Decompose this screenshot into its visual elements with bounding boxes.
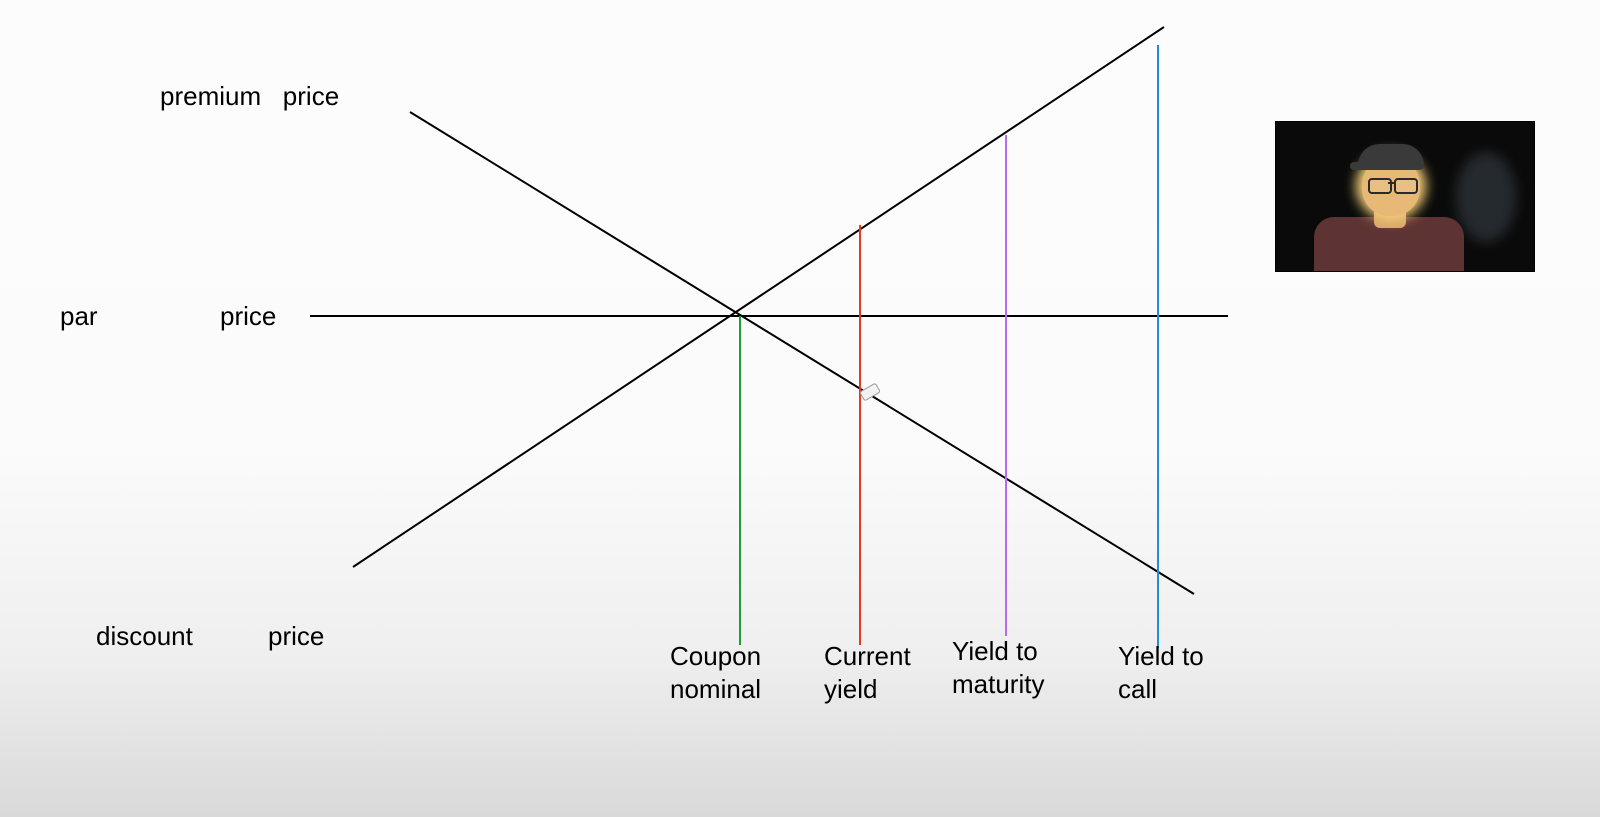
label-yield-to-maturity: Yield to maturity	[952, 635, 1044, 700]
label-discount: discount	[96, 620, 193, 653]
eraser-icon	[860, 383, 881, 401]
label-par-price: price	[220, 300, 276, 333]
webcam-thumbnail	[1275, 121, 1535, 272]
diagonal-up	[353, 27, 1164, 567]
label-discount-price: price	[268, 620, 324, 653]
label-coupon-nominal: Coupon nominal	[670, 640, 761, 705]
label-par: par	[60, 300, 98, 333]
label-current-yield: Current yield	[824, 640, 911, 705]
label-yield-to-call: Yield to call	[1118, 640, 1204, 705]
diagonal-down	[410, 112, 1194, 594]
label-premium-price: premium price	[160, 80, 339, 113]
